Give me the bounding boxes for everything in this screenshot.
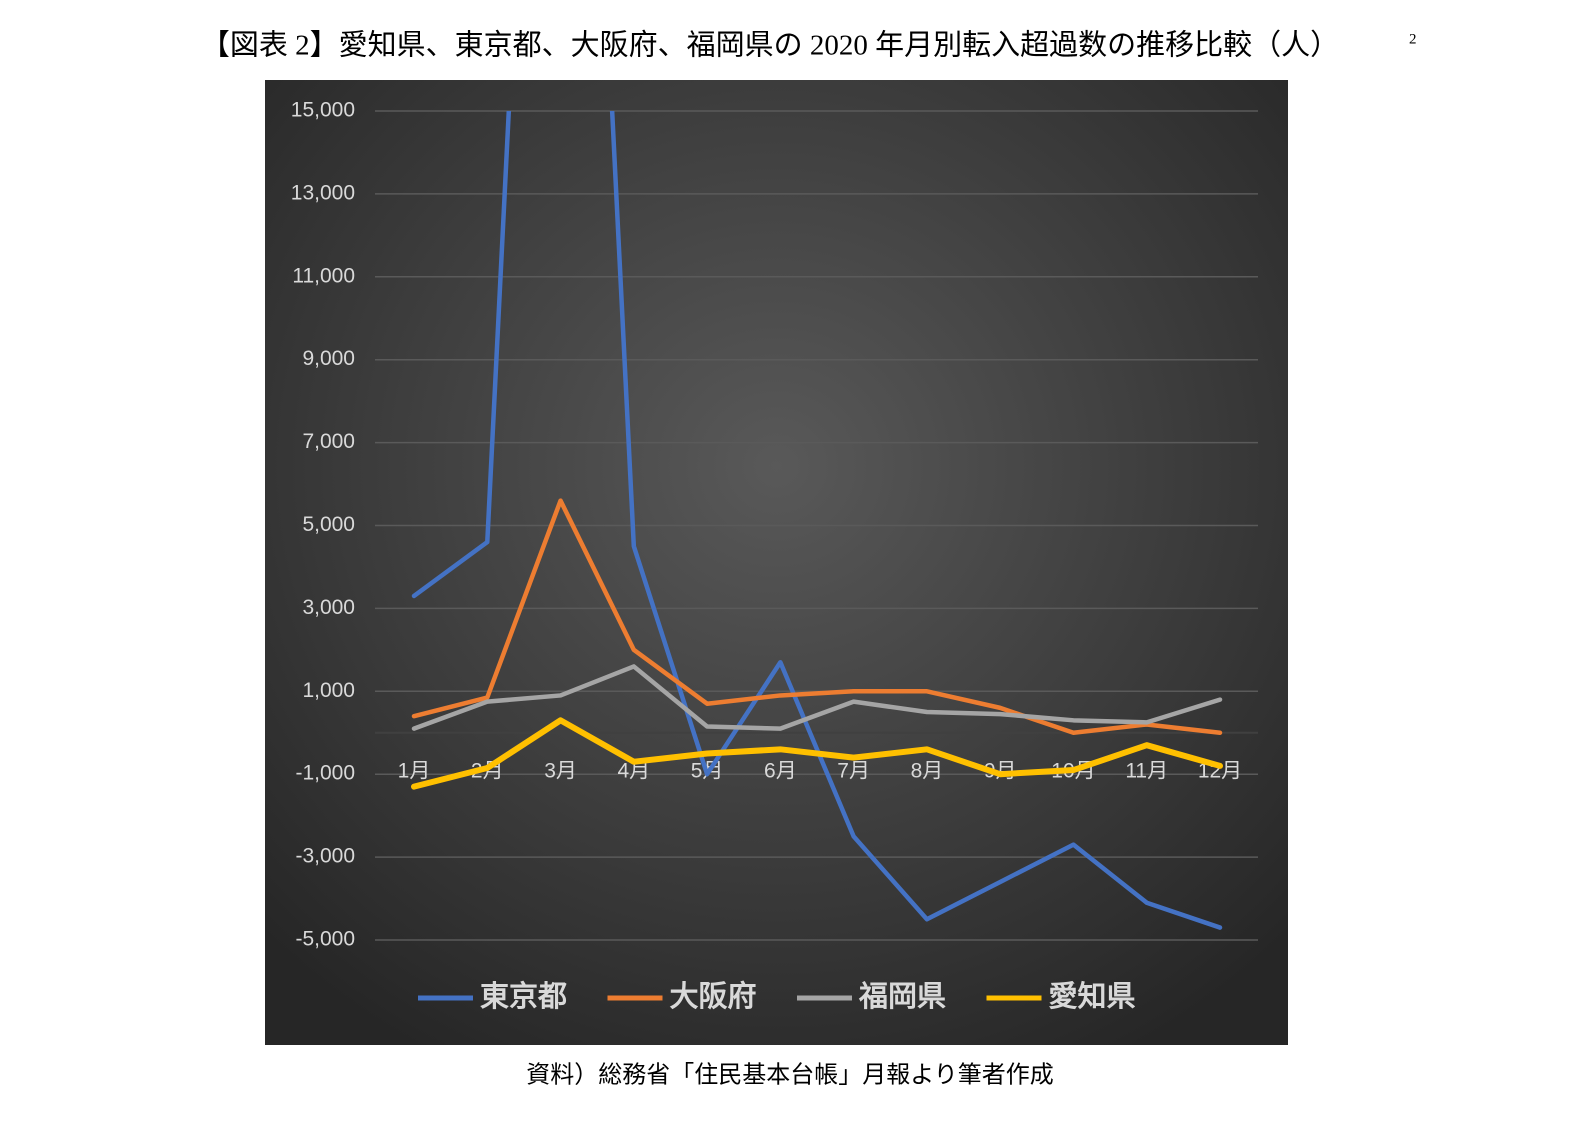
series-line [411,498,1223,735]
x-tick-label: 8月 [911,760,944,783]
x-tick-label: 1月 [398,760,431,783]
y-tick-label: 1,000 [302,679,355,702]
x-tick-label: 7月 [837,760,870,783]
y-tick-label: 11,000 [292,264,355,287]
y-tick-label: -3,000 [295,845,355,868]
series-line [411,111,1223,930]
series-line [411,664,1223,731]
y-tick-label: -1,000 [295,762,355,785]
y-tick-label: 9,000 [302,347,355,370]
y-tick-label: 15,000 [291,99,355,122]
y-tick-label: 7,000 [302,430,355,453]
x-tick-label: 11月 [1125,760,1168,783]
legend-label: 愛知県 [1049,979,1136,1013]
x-tick-label: 4月 [617,760,650,783]
chart-title: 【図表 2】愛知県、東京都、大阪府、福岡県の 2020 年月別転入超過数の推移比… [201,29,1339,62]
y-tick-label: 13,000 [291,181,355,204]
y-tick-label: 3,000 [302,596,355,619]
chart-background [265,80,1288,1045]
title-note: 2 [1409,31,1417,47]
legend-label: 大阪府 [670,979,757,1013]
y-tick-label: 5,000 [302,513,355,536]
source-note: 資料）総務省「住民基本台帳」月報より筆者作成 [526,1062,1054,1089]
legend-label: 東京都 [480,979,567,1013]
legend-label: 福岡県 [858,979,946,1013]
series-lines [411,111,1223,930]
y-tick-label: -5,000 [295,928,355,951]
series-line [411,717,1223,790]
x-tick-label: 6月 [764,760,797,783]
x-tick-label: 3月 [544,760,577,783]
